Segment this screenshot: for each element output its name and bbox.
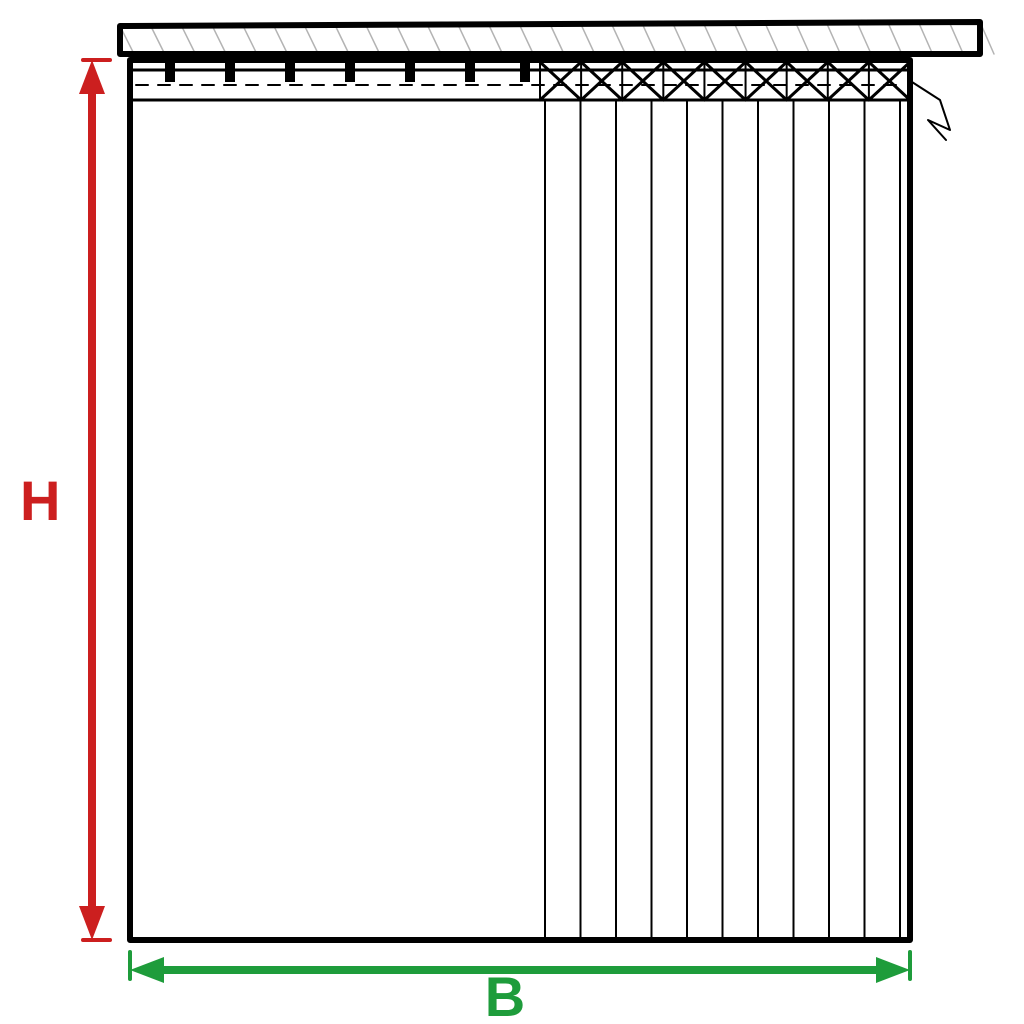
hook (520, 62, 530, 82)
pull-cord (912, 82, 950, 140)
width-label: B (485, 965, 525, 1024)
height-label: H (20, 469, 60, 532)
hook (165, 62, 175, 82)
dimension-width: B (130, 952, 910, 1024)
curtain-dimension-diagram: HB (0, 0, 1024, 1024)
vertical-slats (545, 100, 900, 940)
lattice-header (540, 62, 910, 100)
curtain-rod (120, 22, 994, 54)
hook (345, 62, 355, 82)
hook (405, 62, 415, 82)
dimension-height: H (20, 60, 110, 940)
curtain-hooks (165, 62, 530, 82)
hook (465, 62, 475, 82)
hook (285, 62, 295, 82)
hook (225, 62, 235, 82)
